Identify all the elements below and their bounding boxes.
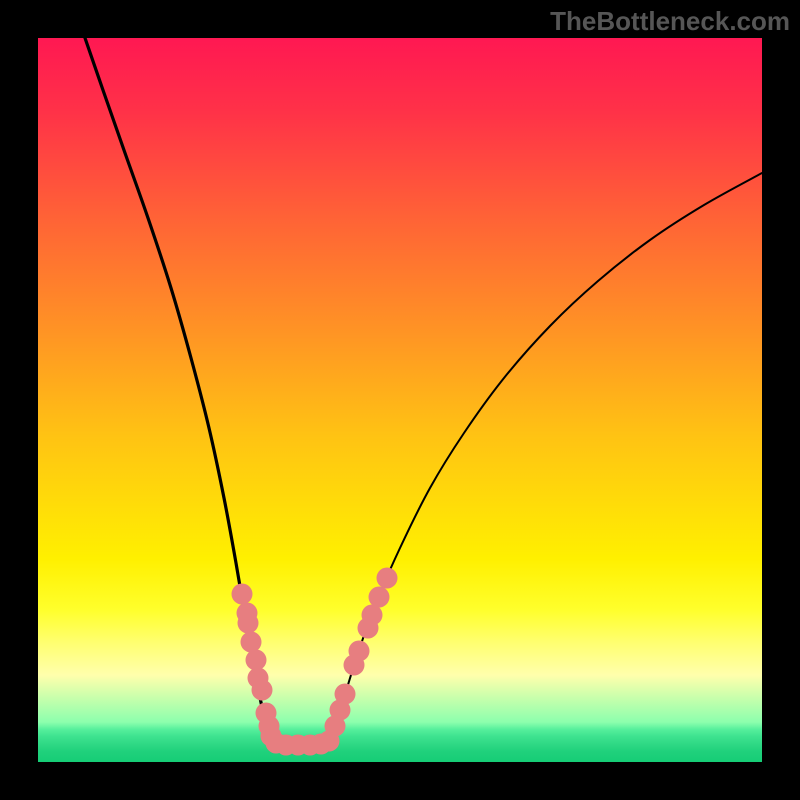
data-dot	[349, 641, 370, 662]
data-dot	[335, 684, 356, 705]
data-dot	[252, 680, 273, 701]
data-dot	[377, 568, 398, 589]
curve-path	[330, 173, 762, 743]
data-dot	[246, 650, 267, 671]
data-dot	[241, 632, 262, 653]
plot-area	[38, 38, 762, 762]
data-dot	[369, 587, 390, 608]
data-dot	[362, 605, 383, 626]
chart-svg	[38, 38, 762, 762]
data-dot	[232, 584, 253, 605]
data-dot	[238, 613, 259, 634]
watermark-text: TheBottleneck.com	[550, 6, 790, 37]
